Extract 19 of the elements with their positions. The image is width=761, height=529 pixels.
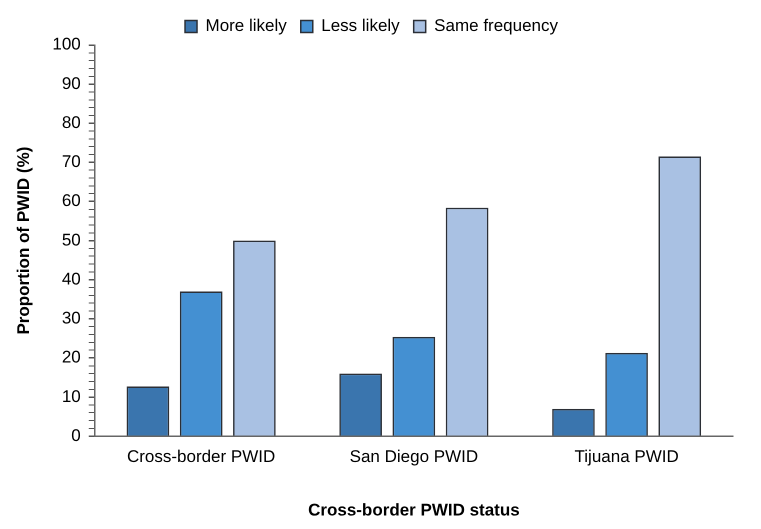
y-tick-label: 0	[71, 426, 81, 445]
y-tick-label: 70	[62, 152, 81, 172]
y-tick-label: 30	[62, 308, 81, 328]
y-tick-label: 90	[62, 74, 81, 93]
y-tick-label: 20	[62, 348, 81, 367]
x-tick-label: Cross-border PWID	[126, 447, 276, 466]
x-tick-label: Tijuana PWID	[574, 447, 679, 466]
y-tick-label: 10	[62, 386, 81, 406]
y-tick-label: 100	[52, 34, 81, 54]
y-tick-label: 40	[62, 269, 81, 288]
x-axis-title: Cross-border PWID status	[308, 500, 520, 520]
legend-label: More likely	[206, 16, 288, 36]
x-tick-label: San Diego PWID	[350, 447, 478, 466]
legend-label: Same frequency	[434, 16, 558, 36]
y-tick-label: 50	[62, 230, 81, 250]
y-tick-label: 60	[62, 191, 81, 210]
y-axis-title: Proportion of PWID (%)	[14, 146, 33, 335]
y-tick-label: 80	[62, 112, 81, 132]
legend-label: Less likely	[321, 16, 400, 36]
